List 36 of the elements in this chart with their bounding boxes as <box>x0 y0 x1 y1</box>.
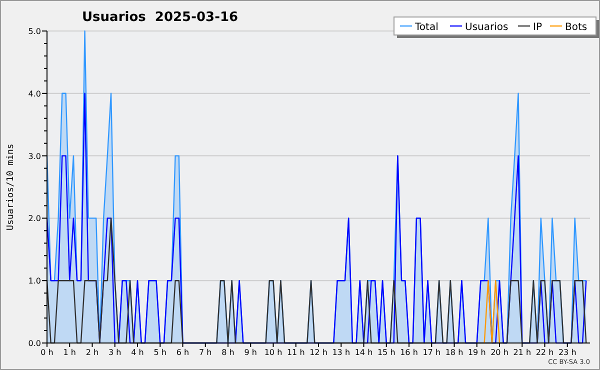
x-tick-label: 23 h <box>558 348 576 357</box>
chart-title: Usuarios 2025-03-16 <box>82 10 238 25</box>
x-tick-label: 5 h <box>154 348 166 357</box>
x-tick-label: 19 h <box>468 348 486 357</box>
x-tick-label: 9 h <box>244 348 257 357</box>
x-tick-label: 20 h <box>490 348 508 357</box>
x-tick-label: 14 h <box>354 348 373 357</box>
x-tick-label: 1 h <box>63 348 76 357</box>
y-tick-label: 2.0 <box>28 214 41 224</box>
x-tick-label: 18 h <box>445 348 464 357</box>
x-tick-label: 13 h <box>332 348 350 357</box>
legend-label: Total <box>414 22 438 33</box>
y-tick-label: 4.0 <box>28 89 41 98</box>
x-tick-label: 2 h <box>86 348 99 357</box>
y-axis-title: Usuarios/10 mins <box>6 144 16 230</box>
y-tick-label: 5.0 <box>28 27 41 36</box>
x-tick-label: 16 h <box>400 348 418 357</box>
legend-label: Usuarios <box>465 22 508 33</box>
x-tick-label: 22 h <box>536 348 554 357</box>
x-tick-label: 17 h <box>422 348 441 357</box>
legend-label: Bots <box>565 22 588 33</box>
x-tick-label: 7 h <box>199 348 212 357</box>
x-tick-label: 8 h <box>222 348 234 357</box>
x-tick-label: 12 h <box>310 348 328 357</box>
x-tick-label: 11 h <box>286 348 305 357</box>
x-tick-label: 6 h <box>176 348 190 357</box>
legend-label: IP <box>533 22 542 33</box>
y-tick-label: 0.0 <box>28 339 41 348</box>
x-tick-label: 10 h <box>264 348 282 357</box>
x-tick-label: 3 h <box>108 348 122 357</box>
x-tick-label: 4 h <box>131 348 144 357</box>
x-tick-label: 0 h <box>40 348 54 357</box>
y-tick-label: 1.0 <box>28 276 41 286</box>
y-tick-label: 3.0 <box>28 152 41 161</box>
x-tick-label: 21 h <box>513 348 532 357</box>
x-tick-label: 15 h <box>377 348 396 357</box>
